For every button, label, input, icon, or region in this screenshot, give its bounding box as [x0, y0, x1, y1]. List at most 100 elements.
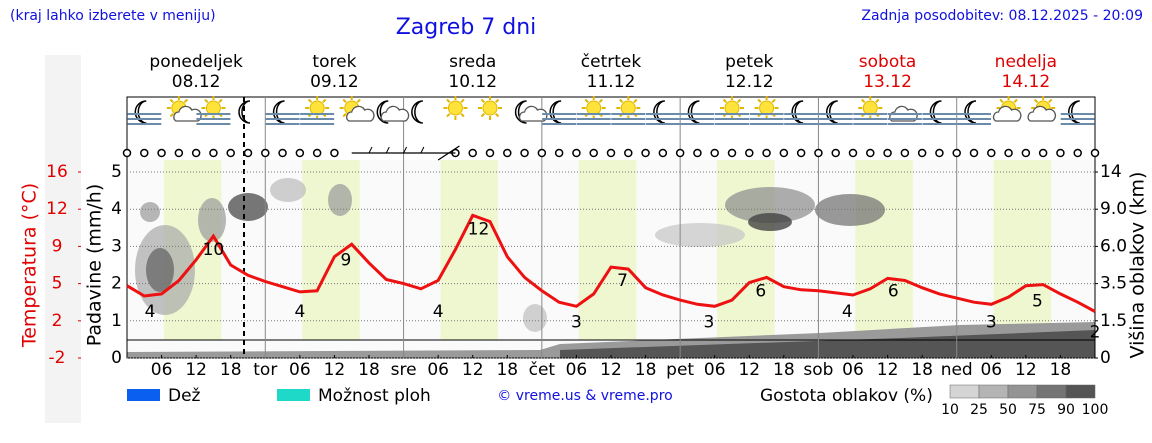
cloud [1027, 105, 1057, 122]
cloud-blob [748, 213, 792, 231]
x-tick-label: 18 [496, 360, 518, 380]
weather-icon [749, 96, 784, 125]
y-tick-label: 4 [111, 199, 122, 219]
day-name: četrtek [581, 52, 642, 72]
cloud-blob [328, 184, 352, 216]
y-tick-label: 5 [111, 162, 122, 182]
x-tick-label: 06 [427, 360, 449, 380]
weather-icon [1027, 96, 1057, 122]
cloud-blob [146, 248, 174, 292]
day-date: 12.12 [725, 72, 774, 92]
calm-wind [693, 148, 702, 158]
calm-wind [848, 148, 858, 158]
x-tick-label: 12 [1015, 360, 1037, 380]
cloud-scale-title: Gostota oblakov (%) [760, 386, 933, 406]
temp-value-label: 3 [571, 312, 582, 332]
cloud [518, 105, 548, 122]
calm-wind [226, 148, 235, 158]
calm-wind [330, 148, 339, 158]
temp-value-label: 2 [1090, 323, 1101, 343]
calm-wind [814, 148, 823, 158]
weather-icon [542, 100, 577, 125]
temp-value-label: 3 [704, 312, 715, 332]
weather-icon [478, 96, 502, 120]
sun-ray [875, 98, 880, 104]
x-tick-label: 18 [1050, 360, 1072, 380]
temp-value-label: 12 [468, 219, 490, 239]
day-name: nedelja [995, 52, 1057, 72]
cloud-scale-box [1007, 384, 1038, 399]
cloud [173, 105, 202, 122]
calm-wind [624, 148, 633, 158]
cloud-blob [228, 193, 268, 221]
credit: © vreme.us & vreme.pro [497, 388, 672, 404]
calm-wind [278, 148, 287, 158]
temp-tick-label: 9 [52, 236, 63, 256]
temp-tick-label: 2 [52, 311, 63, 331]
temp-axis-label: Temperatura (°C) [19, 183, 41, 348]
x-tick-label: 18 [635, 360, 657, 380]
cloud-blob [655, 223, 745, 247]
cloud-blob [140, 202, 160, 222]
x-tick-label: 06 [151, 360, 173, 380]
day-name: ponedeljek [149, 52, 243, 72]
calm-wind [762, 148, 771, 158]
sun-ray [480, 112, 486, 118]
legend-swatch [277, 389, 310, 401]
cloud-scale-tick: 100 [1082, 402, 1109, 418]
sun-ray [999, 98, 1004, 104]
sun [447, 100, 463, 116]
sun-ray [757, 98, 762, 104]
x-tick-label: sob [803, 360, 833, 380]
cloud-blob [198, 198, 226, 242]
x-tick-label: tor [253, 360, 277, 380]
sun-ray [598, 98, 603, 104]
temp-value-label: 6 [755, 281, 766, 301]
calm-wind [537, 148, 547, 158]
daylight-band [855, 160, 913, 340]
weather-icon [411, 100, 423, 124]
calm-wind [727, 148, 737, 158]
sun-ray [1033, 98, 1039, 104]
cloud-scale-tick: 10 [941, 402, 959, 418]
calm-wind [831, 148, 840, 158]
day-name: sreda [449, 52, 496, 72]
sun-ray [183, 98, 189, 104]
sun-ray [342, 112, 347, 118]
sun-ray [619, 98, 624, 104]
temp-value-label: 6 [888, 281, 899, 301]
day-date: 14.12 [1002, 72, 1051, 92]
calm-wind [883, 148, 892, 158]
sun [759, 100, 775, 116]
calm-wind [174, 148, 184, 158]
calm-wind [1038, 148, 1048, 158]
temp-tick-label: 16 [46, 162, 68, 182]
temp-value-label: 7 [617, 271, 628, 291]
sun-ray [584, 98, 589, 104]
sun [620, 100, 636, 116]
low-clouds [560, 330, 1095, 358]
calm-wind [1090, 148, 1100, 158]
wind-barb [368, 146, 373, 154]
sun [309, 100, 325, 116]
calm-wind [261, 148, 270, 158]
cloud-scale-box [1065, 384, 1096, 399]
calm-wind [312, 148, 322, 158]
daylight-band [440, 160, 499, 340]
sun-ray [342, 98, 347, 104]
x-tick-label: 06 [704, 360, 726, 380]
weather-icon [376, 100, 410, 124]
y2-tick-label: 1.5 [1100, 311, 1127, 331]
calm-wind [485, 148, 495, 158]
y2-tick-label: 3.5 [1100, 274, 1127, 294]
calm-wind [1056, 148, 1065, 158]
calm-wind [503, 148, 512, 158]
daylight-band [993, 160, 1052, 340]
weather-icon [853, 96, 888, 125]
x-tick-label: sre [391, 360, 417, 380]
cloud-scale-box [978, 384, 1009, 399]
day-date: 13.12 [863, 72, 912, 92]
y-axis-label: Padavine (mm/h) [84, 184, 106, 347]
y2-tick-label: 14 [1100, 162, 1122, 182]
x-tick-label: 12 [600, 360, 622, 380]
